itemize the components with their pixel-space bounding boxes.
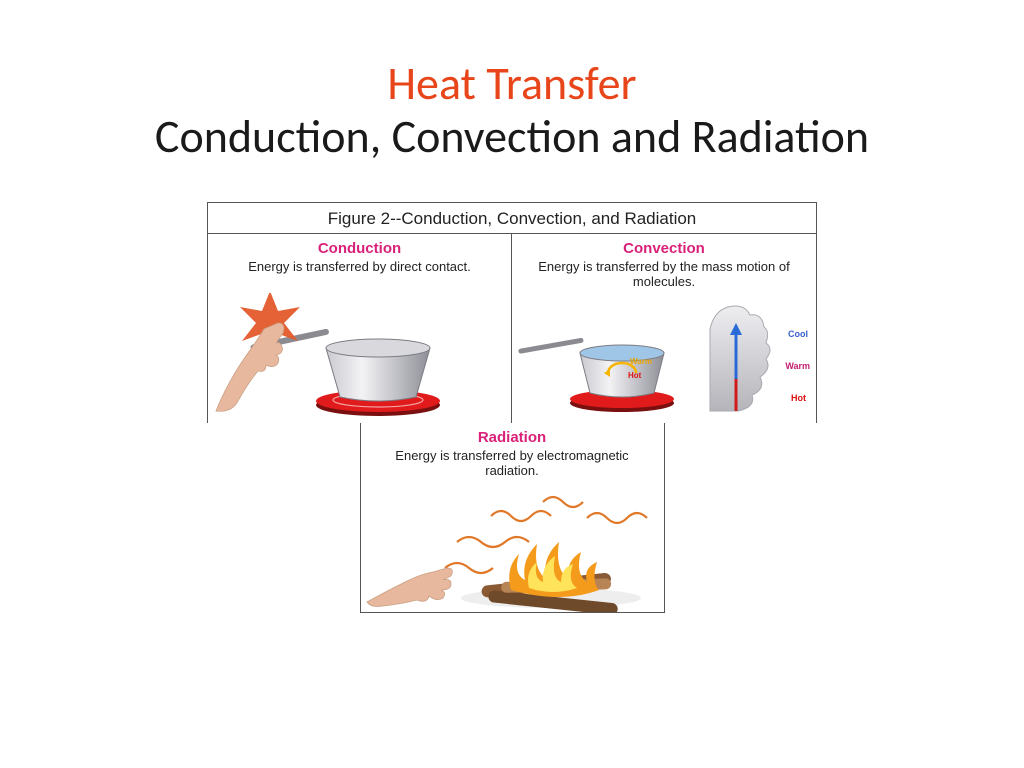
conduction-illustration [208, 293, 511, 423]
panel-radiation-title: Radiation [361, 429, 664, 446]
hand-icon [367, 568, 452, 607]
title-sub: Conduction, Convection and Radiation [0, 111, 1024, 164]
panel-conduction-desc: Energy is transferred by direct contact. [208, 259, 511, 275]
pot-handle-icon [518, 337, 584, 353]
panel-conduction-title: Conduction [208, 240, 511, 257]
label-warm-inside: Warm [630, 357, 652, 366]
panel-radiation-desc: Energy is transferred by electromagnetic… [361, 448, 664, 479]
label-cool: Cool [788, 329, 808, 339]
figure: Figure 2--Conduction, Convection, and Ra… [207, 202, 817, 613]
convection-illustration: Cool Warm Hot Warm Hot [512, 293, 816, 423]
label-warm: Warm [785, 361, 810, 371]
panel-radiation: Radiation Energy is transferred by elect… [360, 423, 665, 613]
pot-rim-icon [326, 339, 430, 357]
figure-caption: Figure 2--Conduction, Convection, and Ra… [207, 202, 817, 233]
fire-icon [509, 542, 599, 597]
panel-row-bottom: Radiation Energy is transferred by elect… [207, 423, 817, 613]
panel-row-top: Conduction Energy is transferred by dire… [207, 233, 817, 423]
panel-convection-title: Convection [512, 240, 816, 257]
title-block: Heat Transfer Conduction, Convection and… [0, 0, 1024, 164]
panel-convection: Convection Energy is transferred by the … [512, 233, 817, 423]
slide: Heat Transfer Conduction, Convection and… [0, 0, 1024, 768]
title-main: Heat Transfer [0, 58, 1024, 111]
label-hot-inside: Hot [628, 371, 641, 380]
radiation-waves-icon [445, 497, 647, 573]
panel-conduction: Conduction Energy is transferred by dire… [207, 233, 512, 423]
label-hot: Hot [791, 393, 806, 403]
panel-convection-desc: Energy is transferred by the mass motion… [512, 259, 816, 290]
radiation-illustration [361, 482, 664, 612]
rock-icon [710, 306, 770, 411]
